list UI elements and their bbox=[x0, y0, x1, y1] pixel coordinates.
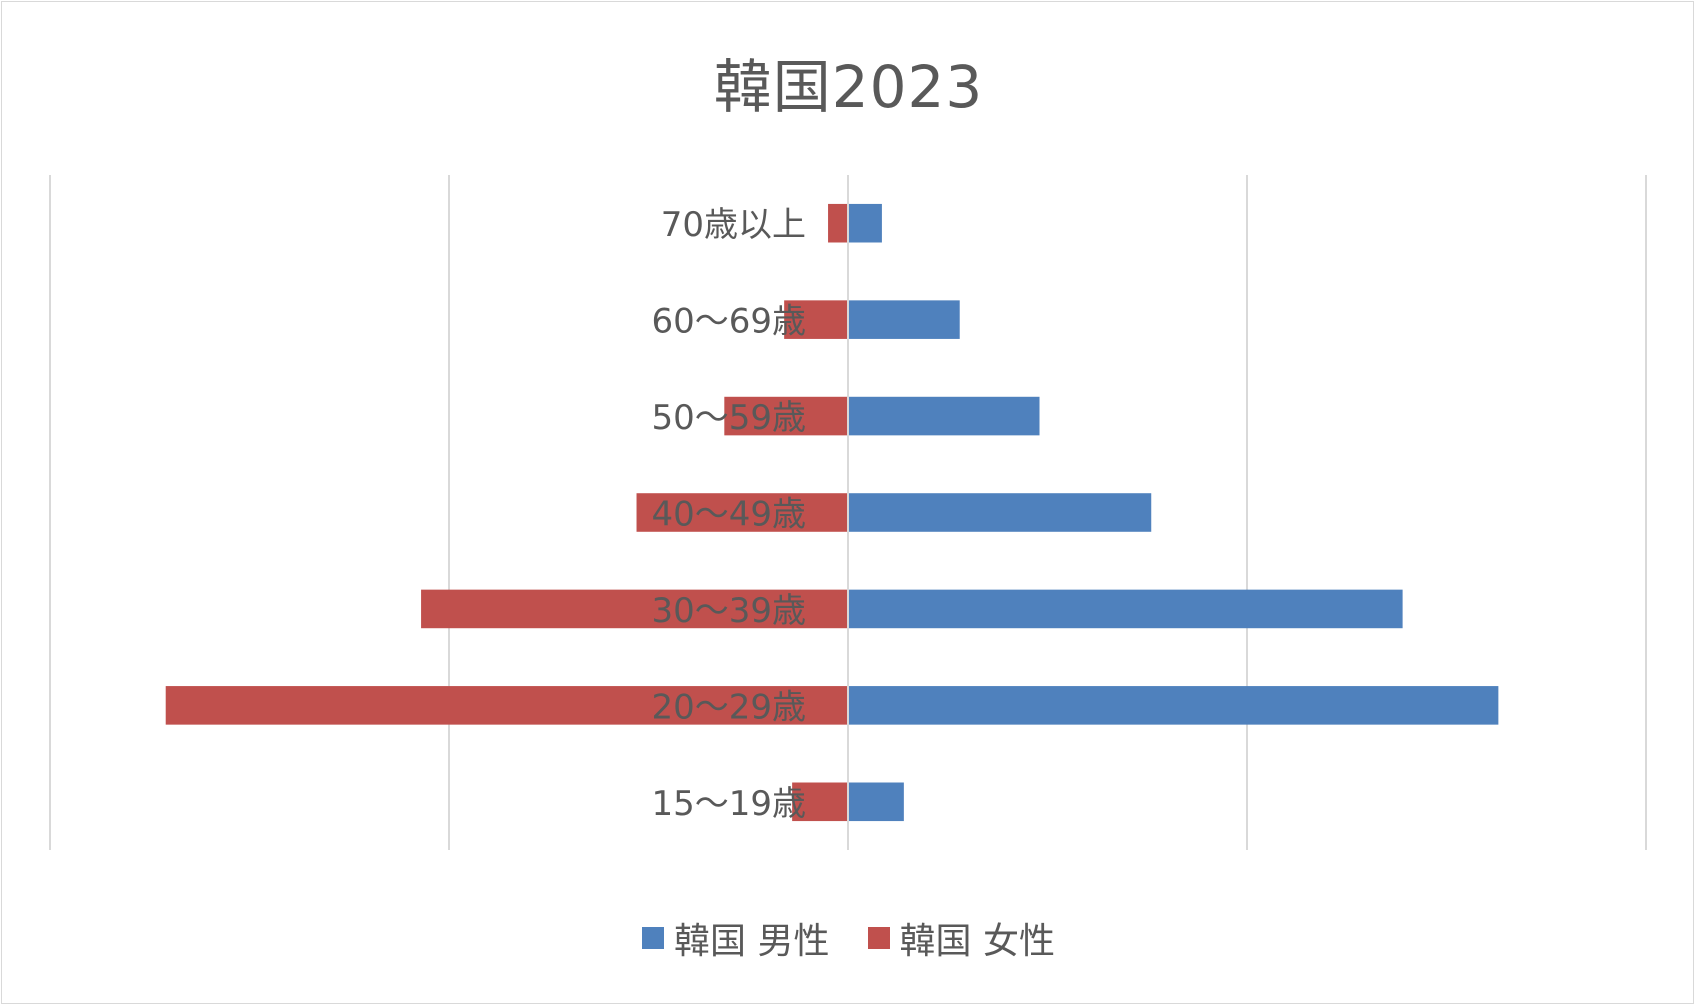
bar-female bbox=[784, 300, 848, 339]
legend-item-male: 韓国 男性 bbox=[642, 912, 830, 964]
bar-male bbox=[848, 493, 1152, 532]
category-label: 70歳以上 bbox=[661, 205, 806, 245]
chart-title: 韓国2023 bbox=[713, 53, 984, 121]
legend-swatch-male bbox=[642, 927, 665, 949]
bar-male bbox=[848, 203, 882, 243]
bar-female bbox=[792, 782, 848, 822]
category-label: 30～39歳 bbox=[651, 591, 806, 631]
bar-male bbox=[848, 589, 1403, 629]
legend-item-female: 韓国 女性 bbox=[867, 912, 1055, 964]
category-label: 15～19歳 bbox=[651, 784, 806, 824]
legend-swatch-female bbox=[867, 927, 890, 949]
bar-female bbox=[724, 396, 848, 436]
category-label: 60～69歳 bbox=[651, 302, 806, 342]
bar-male bbox=[848, 686, 1499, 725]
bar-male bbox=[848, 396, 1040, 436]
legend-label-male: 韓国 男性 bbox=[674, 921, 830, 962]
category-label: 20～29歳 bbox=[651, 687, 806, 727]
bar-female bbox=[636, 493, 848, 532]
chart-legend: 韓国 男性 韓国 女性 bbox=[0, 912, 1697, 964]
bar-male bbox=[848, 782, 904, 822]
category-label: 50～59歳 bbox=[651, 398, 806, 438]
bar-male bbox=[848, 300, 960, 339]
bar-female bbox=[165, 686, 848, 725]
bar-female bbox=[421, 589, 848, 629]
category-label: 40～49歳 bbox=[651, 495, 806, 535]
bar-female bbox=[828, 203, 848, 243]
legend-label-female: 韓国 女性 bbox=[899, 921, 1055, 962]
